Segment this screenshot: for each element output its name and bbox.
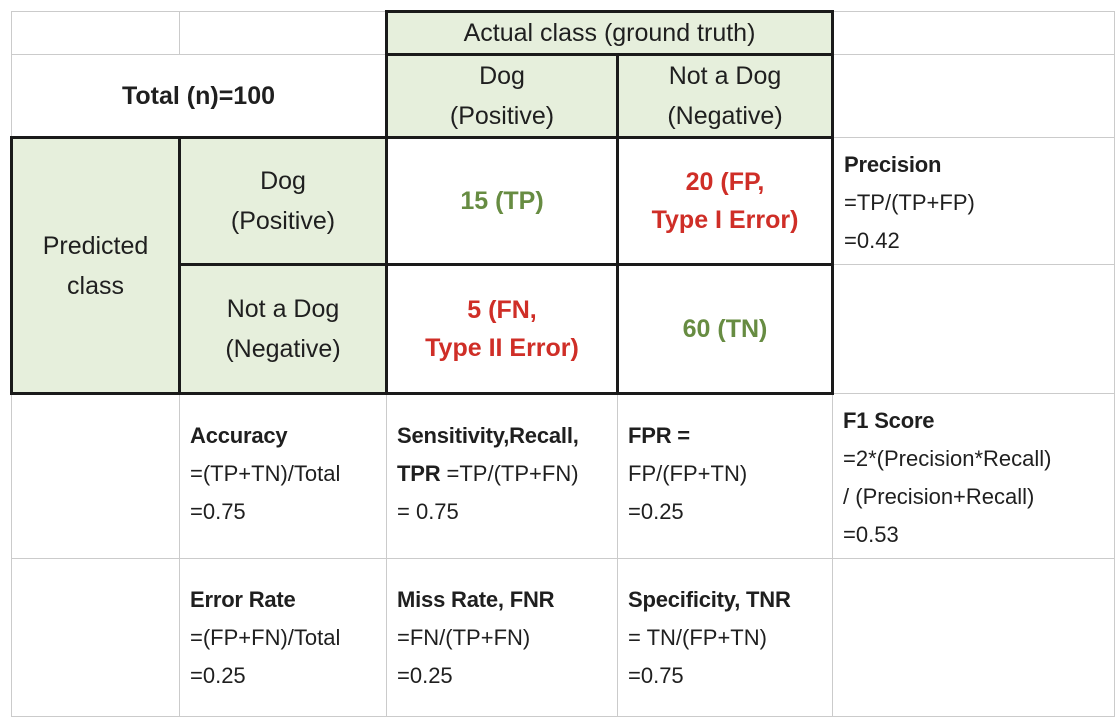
false-negative-cell: 5 (FN, Type II Error) — [385, 263, 619, 395]
metric-value: =0.53 — [843, 522, 899, 547]
metric-formula: =(FP+FN)/Total — [190, 625, 341, 650]
metric-formula: =2*(Precision*Recall) — [843, 446, 1052, 471]
total-label: Total (n)=100 — [11, 54, 387, 139]
metric-formula-text: =TP/(TP+FN) — [440, 461, 579, 486]
metric-value: =0.42 — [844, 228, 900, 253]
empty-cell — [832, 558, 1116, 717]
metric-title: Precision — [844, 152, 942, 177]
true-positive-cell: 15 (TP) — [385, 136, 619, 266]
header-line: Not a Dog — [226, 295, 340, 323]
true-negative-cell: 60 (TN) — [615, 263, 835, 395]
value-line: 20 (FP, — [685, 168, 765, 196]
empty-cell — [11, 558, 180, 717]
metric-title: Sensitivity,Recall, — [397, 423, 579, 448]
value-line: Type I Error) — [651, 206, 799, 234]
false-positive-cell: 20 (FP, Type I Error) — [615, 136, 835, 266]
metric-title: FPR = — [628, 423, 690, 448]
sensitivity-cell: Sensitivity,Recall, TPR =TP/(TP+FN) = 0.… — [386, 393, 618, 559]
metric-title: Miss Rate, FNR — [397, 587, 555, 612]
specificity-cell: Specificity, TNR = TN/(FP+TN) =0.75 — [616, 558, 834, 717]
metric-value: =0.25 — [190, 663, 246, 688]
miss-rate-cell: Miss Rate, FNR =FN/(TP+FN) =0.25 — [386, 558, 618, 717]
header-line: (Positive) — [230, 207, 336, 235]
empty-cell — [832, 264, 1116, 394]
metric-value: = 0.75 — [397, 499, 459, 524]
metric-value: =0.75 — [190, 499, 246, 524]
metric-value: =0.25 — [628, 499, 684, 524]
metric-formula: =(TP+TN)/Total — [190, 461, 341, 486]
header-line: (Negative) — [667, 102, 783, 130]
metric-formula: FP/(FP+TN) — [628, 461, 748, 486]
header-line: Not a Dog — [668, 62, 782, 90]
empty-cell — [832, 54, 1116, 138]
metric-value: =0.25 — [397, 663, 453, 688]
empty-cell — [11, 11, 180, 55]
metric-formula: / (Precision+Recall) — [843, 484, 1035, 509]
actual-class-header: Actual class (ground truth) — [384, 10, 835, 56]
empty-cell — [11, 393, 180, 559]
value-line: Type II Error) — [425, 334, 579, 362]
confusion-matrix-figure: Actual class (ground truth) Total (n)=10… — [0, 10, 1120, 718]
header-line: Dog — [479, 62, 525, 90]
row-metrics-2: Error Rate =(FP+FN)/Total =0.25 Miss Rat… — [11, 558, 1116, 717]
value-line: 5 (FN, — [467, 296, 537, 324]
predicted-dog-label: Dog (Positive) — [178, 136, 388, 266]
metric-title: Specificity, TNR — [628, 587, 791, 612]
predicted-not-dog-label: Not a Dog (Negative) — [178, 263, 388, 395]
metric-value: =0.75 — [628, 663, 684, 688]
empty-cell — [832, 11, 1116, 55]
precision-cell: Precision =TP/(TP+FP) =0.42 — [832, 137, 1116, 265]
fpr-cell: FPR = FP/(FP+TN) =0.25 — [616, 393, 834, 559]
metric-title: Error Rate — [190, 587, 296, 612]
row-metrics-1: Accuracy =(TP+TN)/Total =0.75 Sensitivit… — [11, 393, 1116, 559]
actual-not-dog-header: Not a Dog (Negative) — [615, 53, 835, 139]
accuracy-cell: Accuracy =(TP+TN)/Total =0.75 — [179, 393, 387, 559]
row-actual-header: Actual class (ground truth) — [11, 10, 1116, 56]
empty-cell — [179, 11, 387, 55]
actual-dog-header: Dog (Positive) — [385, 53, 619, 139]
header-line: (Positive) — [449, 102, 555, 130]
header-line: Dog — [260, 167, 306, 195]
metric-title: F1 Score — [843, 408, 935, 433]
metric-formula: =TP/(TP+FP) — [844, 190, 975, 215]
metric-title: Accuracy — [190, 423, 288, 448]
metric-title-2: TPR — [397, 461, 441, 486]
f1-score-cell: F1 Score =2*(Precision*Recall) / (Precis… — [832, 393, 1116, 559]
metric-formula: TPR =TP/(TP+FN) — [397, 455, 611, 493]
row-predicted-positive: Predicted class Dog (Positive) 15 (TP) 2… — [10, 136, 1116, 395]
confusion-matrix-table: Actual class (ground truth) Total (n)=10… — [10, 10, 1116, 717]
header-line: (Negative) — [225, 335, 341, 363]
metric-formula: = TN/(FP+TN) — [628, 625, 767, 650]
error-rate-cell: Error Rate =(FP+FN)/Total =0.25 — [179, 558, 387, 717]
metric-formula: =FN/(TP+FN) — [397, 625, 531, 650]
row-column-headers: Total (n)=100 Dog (Positive) Not a Dog (… — [11, 53, 1116, 139]
row-predicted-negative: Not a Dog (Negative) 5 (FN, Type II Erro… — [12, 263, 1116, 395]
predicted-class-label: Predicted class — [10, 136, 181, 395]
